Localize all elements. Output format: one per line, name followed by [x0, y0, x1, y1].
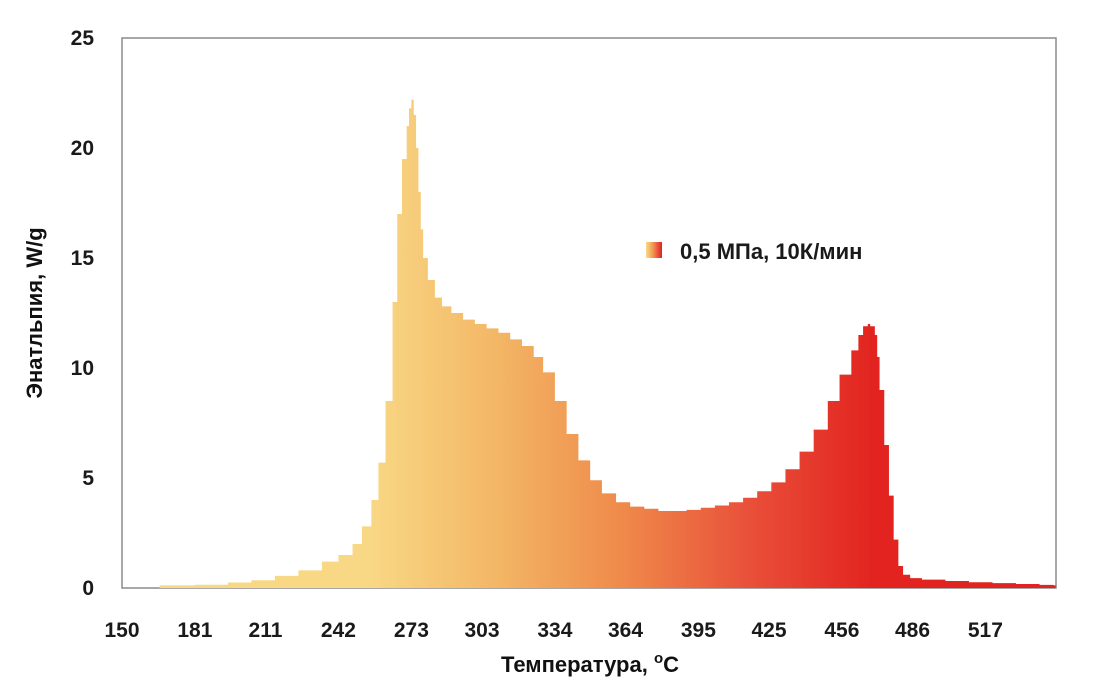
x-tick-label: 517: [968, 619, 1003, 642]
legend-swatch: [646, 242, 662, 258]
x-tick-label: 181: [177, 619, 212, 642]
x-tick-label: 303: [464, 619, 499, 642]
x-tick-label: 150: [104, 619, 139, 642]
y-tick-label: 20: [71, 137, 94, 160]
degree-superscript: o: [654, 650, 663, 667]
x-tick-label: 334: [537, 619, 572, 642]
series-area: [159, 99, 1056, 588]
x-tick-label: 425: [751, 619, 786, 642]
x-axis-ticks: 150 181 211 242 273 303 334 364 395 425 456 486 517: [104, 619, 1002, 642]
legend: 0,5 МПа, 10К/мин: [646, 239, 862, 264]
x-tick-label: 211: [249, 619, 283, 642]
x-tick-label: 456: [824, 619, 859, 642]
x-axis-title-text: Температура,: [501, 652, 654, 677]
y-tick-label: 0: [82, 577, 94, 600]
x-tick-label: 242: [321, 619, 356, 642]
x-axis-unit: C: [663, 652, 679, 677]
y-tick-label: 25: [71, 27, 95, 50]
series-area-group: [159, 99, 1056, 588]
y-tick-label: 5: [82, 467, 94, 490]
x-tick-label: 486: [895, 619, 930, 642]
x-tick-label: 364: [608, 619, 643, 642]
legend-label: 0,5 МПа, 10К/мин: [680, 239, 862, 264]
x-tick-label: 273: [394, 619, 429, 642]
y-tick-label: 10: [71, 357, 94, 380]
y-axis-title: Энатльпия, W/g: [22, 227, 47, 398]
x-tick-label: 395: [681, 619, 716, 642]
y-axis-ticks: 0 5 10 15 20 25: [71, 27, 95, 600]
x-axis-title: Температура, oC: [501, 650, 679, 677]
y-tick-label: 15: [71, 247, 95, 270]
